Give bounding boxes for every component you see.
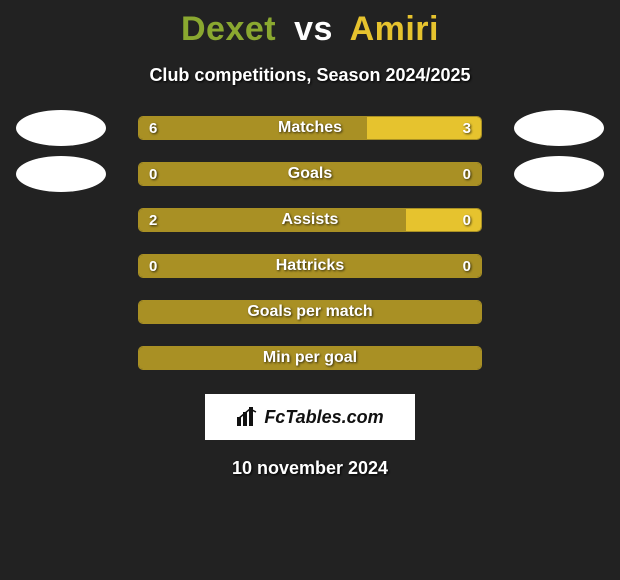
stat-bar: Min per goal (138, 346, 482, 370)
stat-value-left: 0 (149, 163, 157, 185)
vs-label: vs (294, 10, 333, 48)
player2-avatar (514, 156, 604, 192)
stat-value-left: 0 (149, 255, 157, 277)
player1-name: Dexet (181, 10, 276, 48)
subtitle: Club competitions, Season 2024/2025 (0, 65, 620, 86)
stat-value-left: 6 (149, 117, 157, 139)
logo-box: FcTables.com (205, 394, 415, 440)
stat-value-right: 0 (463, 163, 471, 185)
player1-avatar (16, 110, 106, 146)
stat-bar: Goals per match (138, 300, 482, 324)
player2-avatar (514, 110, 604, 146)
stat-value-right: 0 (463, 255, 471, 277)
stat-rows: Matches63Goals00Assists20Hattricks00Goal… (0, 116, 620, 370)
stat-row: Assists2 0 (0, 208, 620, 232)
player2-name: Amiri (350, 10, 439, 48)
stat-label: Min per goal (139, 347, 481, 369)
stat-row: Min per goal (0, 346, 620, 370)
stat-bar: Goals0 0 (138, 162, 482, 186)
stat-row: Matches6 3 (0, 116, 620, 140)
stat-bar: Hattricks0 0 (138, 254, 482, 278)
stat-row: Goals per match (0, 300, 620, 324)
stat-value-left: 2 (149, 209, 157, 231)
stat-value-right: 3 (463, 117, 471, 139)
logo-text: FcTables.com (264, 407, 383, 428)
stat-label: Hattricks (139, 255, 481, 277)
player1-avatar (16, 156, 106, 192)
stat-row: Hattricks0 0 (0, 254, 620, 278)
stat-bar: Assists2 0 (138, 208, 482, 232)
stat-label: Goals per match (139, 301, 481, 323)
date-label: 10 november 2024 (0, 458, 620, 479)
stat-value-right: 0 (463, 209, 471, 231)
stat-bar: Matches6 3 (138, 116, 482, 140)
stat-label: Matches (139, 117, 481, 139)
comparison-title: Dexet vs Amiri (0, 0, 620, 49)
stat-row: Goals0 0 (0, 162, 620, 186)
stat-label: Assists (139, 209, 481, 231)
stat-label: Goals (139, 163, 481, 185)
chart-icon (236, 407, 258, 427)
